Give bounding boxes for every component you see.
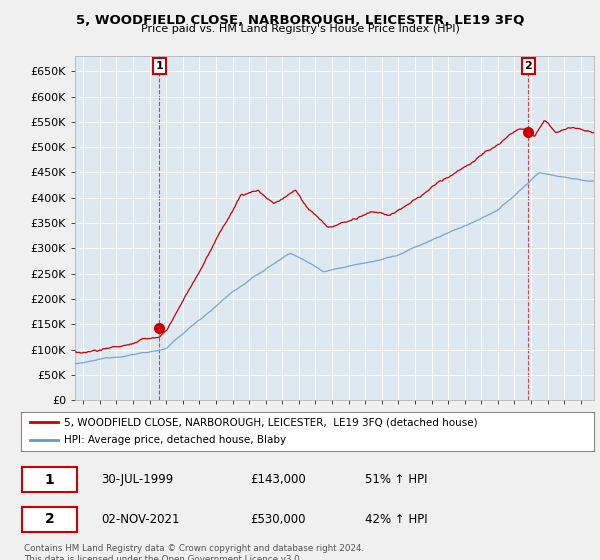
- Text: 02-NOV-2021: 02-NOV-2021: [101, 513, 180, 526]
- Text: 51% ↑ HPI: 51% ↑ HPI: [365, 473, 427, 486]
- Text: £143,000: £143,000: [250, 473, 306, 486]
- Text: 2: 2: [524, 61, 532, 71]
- Text: 42% ↑ HPI: 42% ↑ HPI: [365, 513, 427, 526]
- Text: 30-JUL-1999: 30-JUL-1999: [101, 473, 173, 486]
- Text: 5, WOODFIELD CLOSE, NARBOROUGH, LEICESTER,  LE19 3FQ (detached house): 5, WOODFIELD CLOSE, NARBOROUGH, LEICESTE…: [64, 417, 478, 427]
- Text: Contains HM Land Registry data © Crown copyright and database right 2024.
This d: Contains HM Land Registry data © Crown c…: [24, 544, 364, 560]
- Text: 1: 1: [44, 473, 54, 487]
- Text: HPI: Average price, detached house, Blaby: HPI: Average price, detached house, Blab…: [64, 435, 286, 445]
- Text: £530,000: £530,000: [250, 513, 306, 526]
- Text: 5, WOODFIELD CLOSE, NARBOROUGH, LEICESTER, LE19 3FQ: 5, WOODFIELD CLOSE, NARBOROUGH, LEICESTE…: [76, 14, 524, 27]
- Text: Price paid vs. HM Land Registry's House Price Index (HPI): Price paid vs. HM Land Registry's House …: [140, 24, 460, 34]
- FancyBboxPatch shape: [22, 467, 77, 492]
- Text: 2: 2: [44, 512, 54, 526]
- FancyBboxPatch shape: [22, 507, 77, 532]
- Text: 1: 1: [155, 61, 163, 71]
